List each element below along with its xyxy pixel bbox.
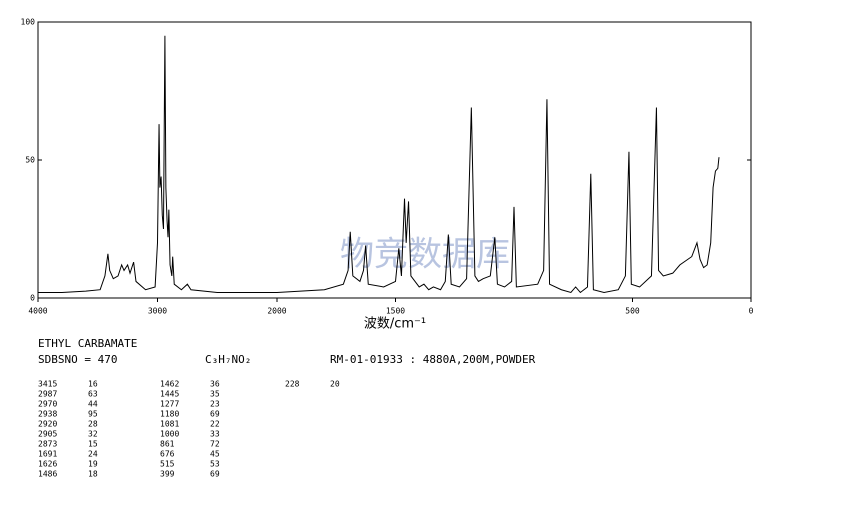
peak-intensity: 35 <box>210 390 220 399</box>
peak-wavenumber: 1626 <box>38 460 57 469</box>
peak-wavenumber: 1445 <box>160 390 179 399</box>
peak-intensity: 32 <box>88 430 98 439</box>
peak-intensity: 23 <box>210 400 220 409</box>
peak-wavenumber: 1180 <box>160 410 179 419</box>
peak-wavenumber: 2873 <box>38 440 57 449</box>
peak-wavenumber: 1462 <box>160 380 179 389</box>
spectrum-line <box>38 35 720 294</box>
peak-wavenumber: 1081 <box>160 420 179 429</box>
watermark: 物竞数据库 <box>340 235 510 275</box>
x-tick-label: 1500 <box>386 307 405 316</box>
peak-wavenumber: 2920 <box>38 420 57 429</box>
peak-wavenumber: 2987 <box>38 390 57 399</box>
sdbs-number: SDBSNO = 470 <box>38 353 117 366</box>
y-tick-label: 100 <box>21 18 36 27</box>
peak-intensity: 72 <box>210 440 220 449</box>
peak-wavenumber: 2905 <box>38 430 57 439</box>
peak-intensity: 19 <box>88 460 98 469</box>
compound-name: ETHYL CARBAMATE <box>38 337 137 350</box>
peak-intensity: 45 <box>210 450 220 459</box>
peak-intensity: 20 <box>330 380 340 389</box>
peak-wavenumber: 228 <box>285 380 300 389</box>
peak-intensity: 15 <box>88 440 98 449</box>
peak-wavenumber: 399 <box>160 470 175 479</box>
peak-intensity: 18 <box>88 470 98 479</box>
x-tick-label: 4000 <box>28 307 47 316</box>
peak-intensity: 16 <box>88 380 98 389</box>
peak-wavenumber: 861 <box>160 440 175 449</box>
y-tick-label: 50 <box>25 156 35 165</box>
x-axis-label: 波数/cm⁻¹ <box>364 317 426 332</box>
y-tick-label: 0 <box>30 294 35 303</box>
x-tick-label: 500 <box>625 307 640 316</box>
peak-intensity: 44 <box>88 400 98 409</box>
peak-intensity: 69 <box>210 470 220 479</box>
peak-intensity: 69 <box>210 410 220 419</box>
x-tick-label: 2000 <box>267 307 286 316</box>
peak-wavenumber: 515 <box>160 460 175 469</box>
peak-wavenumber: 3415 <box>38 380 57 389</box>
peak-wavenumber: 1691 <box>38 450 57 459</box>
peak-wavenumber: 1277 <box>160 400 179 409</box>
peak-intensity: 33 <box>210 430 220 439</box>
peak-wavenumber: 1486 <box>38 470 57 479</box>
peak-intensity: 95 <box>88 410 98 419</box>
peak-wavenumber: 2970 <box>38 400 57 409</box>
x-tick-label: 0 <box>749 307 754 316</box>
formula: C₃H₇NO₂ <box>205 353 251 366</box>
peak-wavenumber: 676 <box>160 450 175 459</box>
peak-intensity: 24 <box>88 450 98 459</box>
peak-intensity: 63 <box>88 390 98 399</box>
peak-intensity: 36 <box>210 380 220 389</box>
peak-intensity: 28 <box>88 420 98 429</box>
peak-wavenumber: 2938 <box>38 410 57 419</box>
peak-intensity: 53 <box>210 460 220 469</box>
peak-wavenumber: 1000 <box>160 430 179 439</box>
x-tick-label: 3000 <box>148 307 167 316</box>
peak-intensity: 22 <box>210 420 220 429</box>
measurement-info: RM-01-01933 : 4880A,200M,POWDER <box>330 353 536 366</box>
